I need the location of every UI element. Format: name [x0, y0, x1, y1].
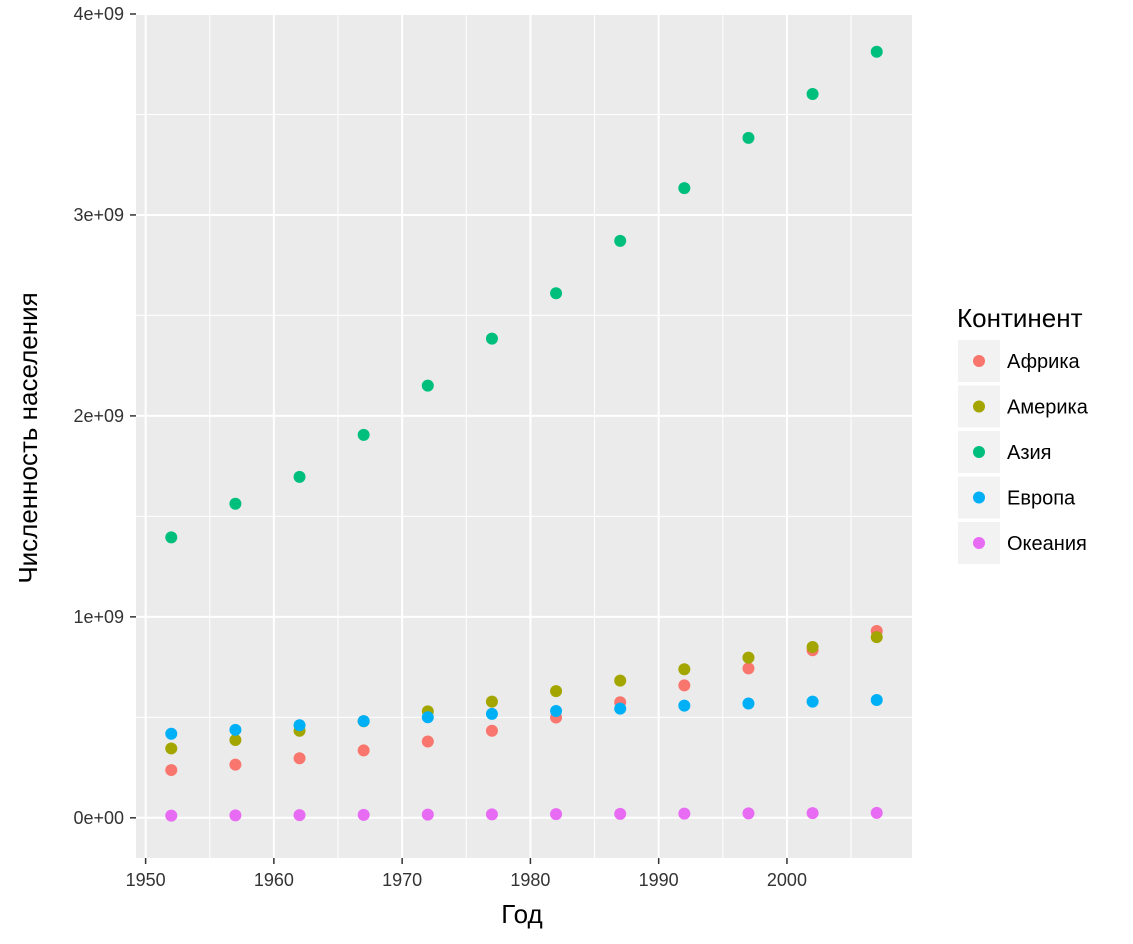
data-point: [742, 651, 755, 664]
legend-key: [973, 355, 985, 367]
data-point: [485, 695, 498, 708]
data-point: [421, 808, 434, 821]
x-axis: 1950 1960 1970 1980 1990 2000: [126, 858, 807, 890]
x-tick-label: 1960: [254, 870, 294, 890]
legend-label: Океания: [1007, 533, 1087, 555]
data-point: [550, 287, 563, 300]
data-point: [357, 715, 370, 728]
data-point: [485, 724, 498, 737]
y-tick-label: 2e+09: [73, 406, 124, 426]
data-point: [165, 531, 178, 544]
data-point: [485, 332, 498, 345]
minor-grid: [136, 14, 912, 858]
data-point: [293, 719, 306, 732]
data-point: [229, 809, 242, 822]
y-tick-label: 4e+09: [73, 4, 124, 24]
data-point: [614, 234, 627, 247]
data-point: [614, 702, 627, 715]
y-tick-label: 3e+09: [73, 205, 124, 225]
legend-title: Континент: [957, 303, 1083, 333]
data-point: [421, 379, 434, 392]
data-point: [550, 685, 563, 698]
data-point: [806, 695, 819, 708]
data-point: [870, 806, 883, 819]
series-points: [165, 45, 883, 544]
data-point: [293, 809, 306, 822]
data-point: [421, 735, 434, 748]
legend-label: Европа: [1007, 488, 1076, 510]
data-point: [165, 764, 178, 777]
legend-item: Америка: [958, 385, 1089, 428]
data-point: [742, 131, 755, 144]
data-point: [870, 45, 883, 58]
data-point: [165, 727, 178, 740]
x-axis-title: Год: [501, 899, 542, 929]
major-grid: [136, 13, 912, 858]
data-point: [870, 694, 883, 707]
legend-item: Океания: [958, 522, 1087, 564]
data-point: [614, 807, 627, 820]
data-point: [485, 808, 498, 821]
data-point: [293, 752, 306, 765]
data-point: [357, 744, 370, 757]
legend-key: [973, 400, 985, 413]
data-point: [678, 663, 691, 676]
data-point: [229, 497, 242, 510]
data-point: [678, 679, 691, 692]
x-tick-label: 1990: [639, 870, 679, 890]
x-tick-label: 1950: [126, 870, 166, 890]
legend-items: Африка Америка Азия Европа Океания: [958, 340, 1089, 564]
data-point: [229, 723, 242, 736]
series-points: [165, 806, 883, 822]
data-point: [678, 807, 691, 820]
data-point: [229, 758, 242, 771]
data-point: [357, 428, 370, 441]
data-point: [550, 705, 563, 718]
data-point: [293, 470, 306, 483]
legend-item: Азия: [958, 431, 1052, 473]
y-axis: 0e+00 1e+09 2e+09 3e+09 4e+09: [73, 4, 136, 828]
data-point: [229, 734, 242, 747]
data-points: [165, 45, 883, 822]
legend-key: [973, 537, 985, 549]
y-tick-label: 0e+00: [73, 808, 124, 828]
legend-key: [973, 446, 985, 458]
legend-label: Азия: [1007, 442, 1052, 464]
data-point: [614, 674, 627, 687]
y-axis-title: Численность населения: [13, 292, 43, 583]
data-point: [485, 707, 498, 720]
legend-label: Америка: [1007, 397, 1089, 419]
data-point: [165, 742, 178, 755]
data-point: [742, 697, 755, 710]
legend: Континент Африка Америка Азия Европа Океания: [957, 303, 1089, 564]
data-point: [550, 808, 563, 821]
data-point: [806, 641, 819, 654]
x-tick-label: 2000: [767, 870, 807, 890]
panel-background: [136, 14, 912, 858]
data-point: [742, 807, 755, 820]
legend-key: [973, 491, 985, 504]
x-tick-label: 1970: [382, 870, 422, 890]
x-tick-label: 1980: [510, 870, 550, 890]
series-points: [165, 694, 883, 740]
data-point: [870, 631, 883, 644]
data-point: [421, 711, 434, 724]
data-point: [806, 88, 819, 101]
data-point: [742, 662, 755, 675]
data-point: [678, 182, 691, 195]
y-tick-label: 1e+09: [73, 607, 124, 627]
data-point: [678, 699, 691, 712]
data-point: [806, 807, 819, 820]
data-point: [357, 808, 370, 821]
data-point: [165, 809, 178, 822]
legend-item: Европа: [958, 476, 1076, 519]
legend-item: Африка: [958, 340, 1081, 382]
legend-label: Африка: [1007, 351, 1081, 373]
